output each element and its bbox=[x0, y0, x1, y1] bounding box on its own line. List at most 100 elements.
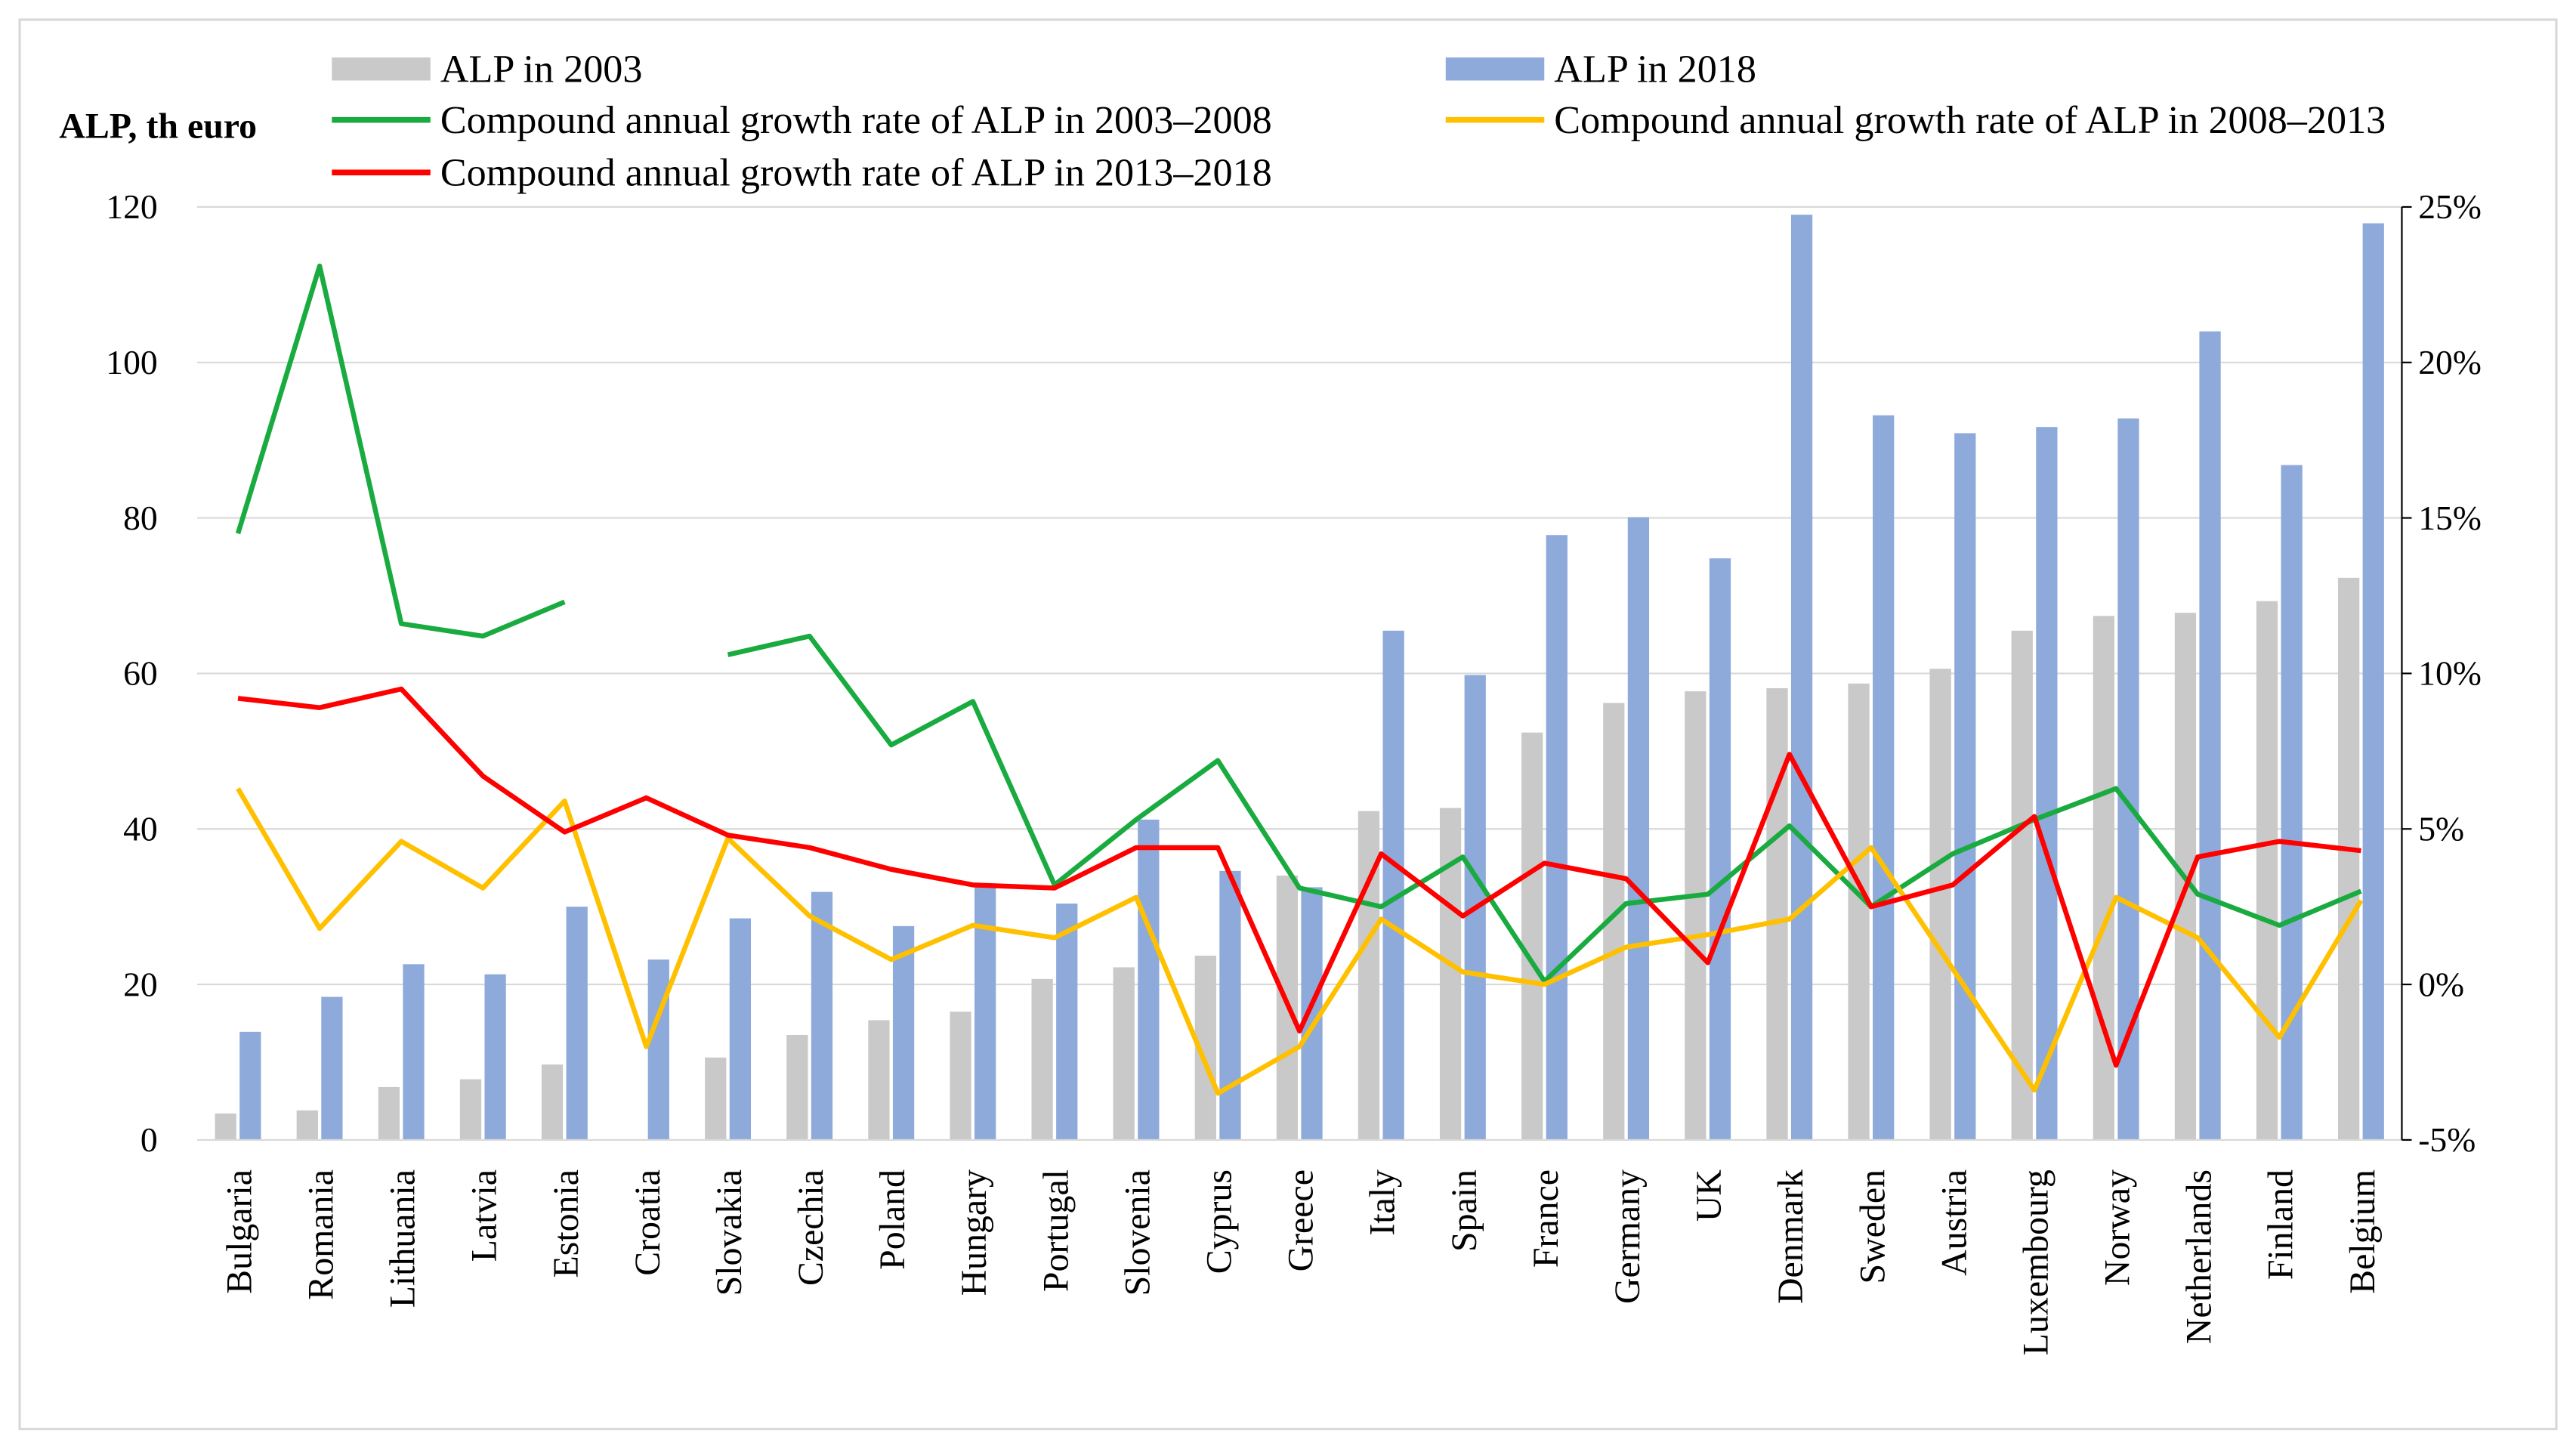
bar-alp-2018 bbox=[729, 918, 752, 1140]
bar-alp-2018 bbox=[321, 996, 343, 1140]
bar-alp-2018 bbox=[1219, 870, 1241, 1140]
y-tick-label: 80 bbox=[123, 499, 158, 537]
bar-alp-2018 bbox=[1954, 433, 1976, 1140]
bar-alp-2018 bbox=[484, 974, 506, 1140]
bar-alp-2018 bbox=[2362, 223, 2384, 1140]
bar-alp-2018 bbox=[1546, 535, 1568, 1140]
y2-tick-label: 5% bbox=[2418, 809, 2464, 848]
x-tick-label: Sweden bbox=[1852, 1169, 1892, 1284]
bar-alp-2003 bbox=[459, 1079, 482, 1140]
legend-label: Compound annual growth rate of ALP in 20… bbox=[1554, 99, 2386, 142]
y2-tick-label: 20% bbox=[2418, 343, 2482, 382]
bar-alp-2003 bbox=[2093, 616, 2114, 1140]
y-axis-title: ALP, th euro bbox=[59, 107, 257, 147]
bar-alp-2018 bbox=[647, 959, 669, 1140]
bar-alp-2003 bbox=[868, 1020, 890, 1140]
legend: ALP in 2003 ALP in 2018 Compound annual gr… bbox=[332, 48, 2386, 195]
bar-alp-2018 bbox=[2281, 465, 2303, 1140]
bar-alp-2003 bbox=[1685, 691, 1707, 1140]
x-tick-label: Croatia bbox=[628, 1169, 668, 1276]
x-tick-label: Norway bbox=[2098, 1169, 2138, 1286]
line-series-2 bbox=[236, 787, 2364, 1096]
bar-alp-2003 bbox=[2256, 601, 2278, 1140]
y-tick-label: 60 bbox=[123, 654, 158, 693]
bar-alp-2018 bbox=[1627, 517, 1650, 1140]
x-tick-label: Spain bbox=[1444, 1169, 1484, 1252]
x-tick-label: Bulgaria bbox=[219, 1169, 259, 1294]
y-tick-label: 20 bbox=[123, 965, 158, 1003]
bar-alp-2003 bbox=[1929, 669, 1951, 1140]
bar-alp-2018 bbox=[892, 925, 915, 1140]
bar-alp-2018 bbox=[1138, 819, 1160, 1140]
x-tick-label: Cyprus bbox=[1200, 1169, 1240, 1274]
bar-alp-2003 bbox=[1521, 732, 1543, 1140]
bars bbox=[215, 215, 2384, 1140]
line-series-1 bbox=[727, 633, 2362, 984]
bar-alp-2018 bbox=[566, 907, 588, 1140]
bar-alp-2018 bbox=[811, 891, 833, 1140]
bar-alp-2018 bbox=[2199, 331, 2221, 1140]
y2-tick-label: 15% bbox=[2418, 499, 2482, 537]
y2-tick-label: 10% bbox=[2418, 654, 2482, 693]
x-tick-label: Denmark bbox=[1771, 1169, 1811, 1304]
bar-alp-2003 bbox=[1113, 967, 1135, 1140]
y-tick-label: 0 bbox=[141, 1120, 158, 1159]
bar-alp-2003 bbox=[541, 1064, 564, 1140]
bar-alp-2003 bbox=[215, 1113, 236, 1140]
bar-alp-2003 bbox=[1031, 978, 1053, 1140]
axes: 0 20 40 60 80 100 120 -5% 0% 5% 10% 15% 20% 25% Bulgar… bbox=[106, 187, 2482, 1355]
bar-alp-2018 bbox=[239, 1031, 261, 1140]
legend-swatch bbox=[332, 57, 431, 81]
bar-alp-2018 bbox=[1709, 558, 1731, 1140]
bar-alp-2018 bbox=[1382, 630, 1404, 1140]
bar-alp-2003 bbox=[296, 1110, 318, 1140]
y-tick-label: 40 bbox=[123, 809, 158, 848]
bar-alp-2003 bbox=[705, 1057, 727, 1140]
x-tick-label: Italy bbox=[1363, 1169, 1403, 1236]
x-tick-label: Belgium bbox=[2343, 1169, 2383, 1294]
x-tick-label: Slovenia bbox=[1117, 1169, 1157, 1296]
x-tick-label: Portugal bbox=[1036, 1169, 1076, 1292]
bar-alp-2003 bbox=[1766, 687, 1788, 1140]
x-tick-label: France bbox=[1526, 1169, 1566, 1268]
bar-alp-2018 bbox=[1790, 215, 1813, 1140]
y2-tick-label: 25% bbox=[2418, 187, 2482, 226]
bar-alp-2003 bbox=[2011, 630, 2033, 1140]
line-series-1 bbox=[235, 263, 566, 639]
bar-alp-2018 bbox=[2036, 427, 2058, 1140]
x-tick-label: Czechia bbox=[791, 1169, 831, 1286]
x-tick-label: Slovakia bbox=[709, 1169, 749, 1296]
x-tick-label: Netherlands bbox=[2179, 1169, 2219, 1344]
y-tick-label: 100 bbox=[106, 343, 157, 382]
x-tick-label: Romania bbox=[301, 1169, 341, 1300]
bar-alp-2018 bbox=[403, 964, 425, 1140]
bar-alp-2003 bbox=[786, 1034, 808, 1140]
legend-label: Compound annual growth rate of ALP in 20… bbox=[440, 152, 1272, 195]
gridlines bbox=[196, 205, 2402, 986]
lines bbox=[235, 263, 2364, 1096]
y-tick-label: 120 bbox=[106, 187, 157, 226]
legend-label: ALP in 2003 bbox=[440, 48, 643, 91]
line-series-3 bbox=[237, 686, 2361, 1068]
bar-alp-2003 bbox=[378, 1086, 400, 1140]
y2-tick-label: 0% bbox=[2418, 965, 2464, 1003]
bar-alp-2003 bbox=[2337, 577, 2360, 1140]
x-tick-label: UK bbox=[1689, 1169, 1729, 1222]
x-tick-label: Lithuania bbox=[383, 1169, 423, 1308]
x-tick-label: Poland bbox=[873, 1169, 913, 1270]
bar-alp-2018 bbox=[1056, 904, 1078, 1140]
y2-tick-label: -5% bbox=[2418, 1120, 2476, 1159]
x-tick-label: Latvia bbox=[465, 1169, 505, 1262]
x-tick-label: Estonia bbox=[546, 1169, 586, 1277]
x-tick-label: Hungary bbox=[954, 1169, 994, 1296]
x-tick-label: Luxembourg bbox=[2015, 1169, 2056, 1355]
x-tick-label: Germany bbox=[1608, 1169, 1648, 1304]
bar-alp-2018 bbox=[1873, 415, 1895, 1140]
bar-alp-2003 bbox=[1848, 683, 1870, 1140]
x-tick-label: Austria bbox=[1934, 1169, 1974, 1276]
legend-label: ALP in 2018 bbox=[1554, 48, 1756, 91]
legend-swatch bbox=[1445, 57, 1545, 81]
x-tick-label: Finland bbox=[2261, 1169, 2301, 1280]
legend-label: Compound annual growth rate of ALP in 20… bbox=[440, 99, 1272, 142]
